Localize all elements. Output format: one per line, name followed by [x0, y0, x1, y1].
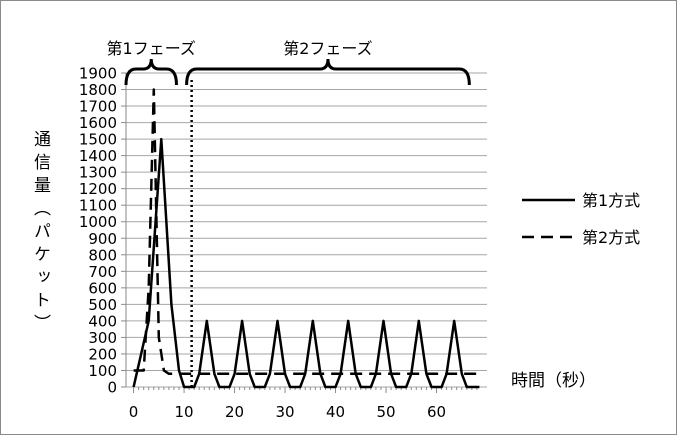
x-tick-label: 30 [275, 403, 294, 421]
legend-label-series-1: 第1方式 [582, 191, 640, 210]
x-tick-label: 60 [427, 403, 446, 421]
x-tick-label: 20 [225, 403, 244, 421]
phase-label: 第1フェーズ [107, 39, 196, 58]
x-tick-label: 40 [326, 403, 345, 421]
grid-lines [121, 72, 487, 393]
y-tick-label: 200 [88, 345, 117, 363]
phase-bracket [185, 58, 471, 86]
y-tick-label: 1900 [79, 65, 117, 83]
y-tick-label: 800 [88, 246, 117, 264]
y-tick-label: 1500 [79, 131, 117, 149]
y-tick-label: 1800 [79, 81, 117, 99]
tick-labels: 0100200300400500600700800900100011001200… [79, 65, 446, 422]
phase-brackets: 第1フェーズ 第2フェーズ [107, 39, 471, 387]
y-tick-label: 1300 [79, 164, 117, 182]
y-axis-label: 通信量（パケット） [30, 130, 51, 337]
series-line-2 [133, 88, 480, 376]
x-tick-label: 50 [376, 403, 395, 421]
y-tick-label: 1700 [79, 98, 117, 116]
y-tick-label: 1400 [79, 147, 117, 165]
series-line-1 [132, 137, 480, 389]
y-tick-label: 100 [88, 362, 117, 380]
y-tick-label: 300 [88, 329, 117, 347]
y-tick-label: 700 [88, 263, 117, 281]
x-tick-label: 0 [129, 403, 139, 421]
y-tick-label: 500 [88, 296, 117, 314]
x-tick-label: 10 [175, 403, 194, 421]
legend: 第1方式 第2方式 [522, 191, 640, 247]
y-tick-label: 1600 [79, 114, 117, 132]
y-tick-label: 400 [88, 312, 117, 330]
y-tick-label: 600 [88, 279, 117, 297]
y-tick-label: 1200 [79, 180, 117, 198]
series-lines [132, 88, 480, 389]
phase-bracket [124, 58, 178, 86]
phase-label: 第2フェーズ [283, 39, 372, 58]
y-tick-label: 1000 [79, 213, 117, 231]
y-tick-label: 1100 [79, 197, 117, 215]
legend-label-series-2: 第2方式 [582, 228, 640, 247]
x-axis-label: 時間（秒） [511, 371, 596, 391]
y-tick-label: 900 [88, 230, 117, 248]
y-tick-label: 0 [107, 379, 117, 397]
